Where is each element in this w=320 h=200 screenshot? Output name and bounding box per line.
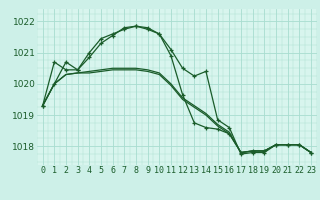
Text: Graphe pression niveau de la mer (hPa): Graphe pression niveau de la mer (hPa)	[41, 185, 279, 195]
